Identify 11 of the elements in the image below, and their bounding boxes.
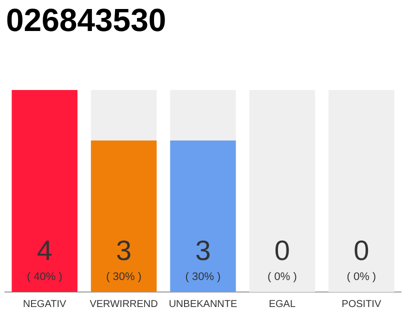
x-tick-label: VERWIRREND (90, 298, 158, 310)
x-tick-label: NEGATIV (23, 298, 67, 310)
data-label: 4 ( 40% ) (26, 235, 62, 283)
x-tick-label: UNBEKANNTE (168, 298, 238, 310)
x-tick-label: EGAL (268, 298, 296, 310)
x-tick-label: POSITIV (342, 298, 382, 310)
data-label: 3 ( 30% ) (106, 235, 142, 283)
data-label: 0 ( 0% ) (268, 235, 297, 283)
chart-title: 026843530 (5, 1, 168, 40)
data-label: 0 ( 0% ) (346, 235, 376, 283)
data-label: 3 ( 30% ) (185, 235, 221, 283)
